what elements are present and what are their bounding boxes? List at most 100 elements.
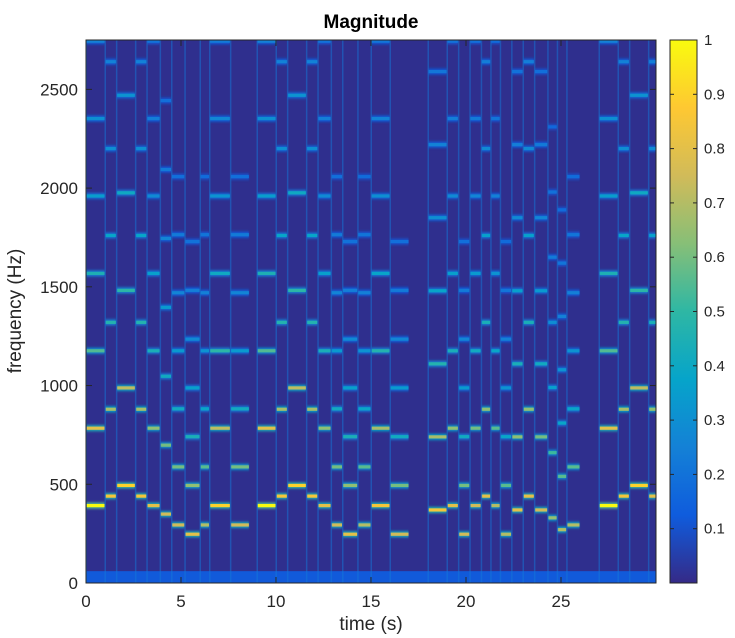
harmonic-band xyxy=(185,483,200,488)
harmonic-band xyxy=(447,503,458,508)
onset-streak xyxy=(134,40,137,583)
harmonic-band xyxy=(512,362,523,366)
harmonic-band xyxy=(147,194,160,198)
harmonic-band xyxy=(523,320,534,324)
harmonic-band xyxy=(257,426,276,430)
onset-streak xyxy=(171,40,173,583)
x-tick-label: 5 xyxy=(176,592,185,611)
harmonic-band xyxy=(512,216,523,220)
harmonic-band xyxy=(470,349,481,353)
harmonic-band xyxy=(172,291,185,295)
onset-streak xyxy=(647,40,650,583)
harmonic-band xyxy=(534,216,548,220)
harmonic-band xyxy=(618,60,629,64)
harmonic-band xyxy=(306,60,318,64)
harmonic-band xyxy=(287,483,306,488)
harmonic-band xyxy=(470,271,481,275)
onset-streak xyxy=(104,40,106,583)
colorbar-tick-label: 0.5 xyxy=(704,304,725,321)
onset-streak xyxy=(511,40,513,583)
harmonic-band xyxy=(629,386,648,390)
y-tick-label: 1000 xyxy=(40,377,78,396)
harmonic-band xyxy=(210,271,230,275)
harmonic-band xyxy=(257,40,276,43)
harmonic-band xyxy=(390,532,409,536)
harmonic-band xyxy=(618,320,629,324)
onset-streak xyxy=(556,40,559,583)
harmonic-band xyxy=(390,386,409,390)
harmonic-band xyxy=(86,349,105,353)
onset-streak xyxy=(159,40,162,583)
harmonic-band xyxy=(86,194,105,198)
harmonic-band xyxy=(567,233,580,237)
harmonic-band xyxy=(287,288,306,292)
harmonic-band xyxy=(481,233,491,238)
harmonic-band xyxy=(318,349,331,353)
harmonic-band xyxy=(172,349,185,353)
harmonic-band xyxy=(210,426,230,430)
harmonic-band xyxy=(306,494,318,498)
harmonic-band xyxy=(523,407,534,411)
harmonic-band xyxy=(86,116,105,121)
harmonic-band xyxy=(135,233,147,238)
harmonic-band xyxy=(470,116,481,121)
harmonic-band xyxy=(618,407,629,411)
x-axis: 0 5 10 15 20 25 xyxy=(81,40,570,611)
harmonic-band xyxy=(629,288,648,292)
harmonic-band xyxy=(318,40,331,43)
harmonic-band xyxy=(428,69,447,74)
onset-streak xyxy=(427,40,429,583)
harmonic-band xyxy=(116,288,135,292)
colorbar-tick-label: 0.2 xyxy=(704,466,725,483)
harmonic-band xyxy=(86,271,105,275)
harmonic-band xyxy=(534,435,548,439)
onset-streak xyxy=(457,40,460,583)
harmonic-band xyxy=(86,503,105,508)
harmonic-band xyxy=(147,116,160,121)
harmonic-band xyxy=(160,374,171,378)
harmonic-band xyxy=(358,407,371,411)
harmonic-band xyxy=(210,40,230,43)
harmonic-band xyxy=(470,40,481,43)
harmonic-band xyxy=(629,483,648,488)
harmonic-band xyxy=(491,194,500,198)
onset-streak xyxy=(115,40,118,583)
onset-streak xyxy=(499,40,502,583)
harmonic-band xyxy=(358,175,371,179)
harmonic-band xyxy=(390,483,409,488)
harmonic-band xyxy=(135,320,147,324)
onset-streak xyxy=(305,40,308,583)
harmonic-band xyxy=(185,386,200,390)
harmonic-band xyxy=(306,320,318,324)
harmonic-band xyxy=(648,60,656,64)
harmonic-band xyxy=(523,147,534,151)
harmonic-band xyxy=(599,349,618,353)
harmonic-band xyxy=(548,190,557,194)
harmonic-band xyxy=(200,291,209,295)
harmonic-band xyxy=(458,240,470,244)
harmonic-band xyxy=(343,337,358,341)
x-tick-label: 25 xyxy=(552,592,571,611)
harmonic-band xyxy=(500,483,512,488)
y-tick-label: 0 xyxy=(69,574,78,593)
colorbar xyxy=(669,39,698,584)
harmonic-band xyxy=(458,386,470,390)
onset-streak xyxy=(617,40,619,583)
harmonic-band xyxy=(230,523,249,527)
harmonic-band xyxy=(567,175,580,179)
harmonic-band xyxy=(447,426,458,430)
harmonic-band xyxy=(257,271,276,275)
harmonic-band xyxy=(371,116,390,121)
harmonic-band xyxy=(512,69,523,74)
harmonic-band xyxy=(306,407,318,411)
harmonic-band xyxy=(567,349,580,353)
harmonic-band xyxy=(534,289,548,293)
harmonic-band xyxy=(648,320,656,324)
harmonic-band xyxy=(491,426,500,430)
chart-title: Magnitude xyxy=(324,12,419,33)
harmonic-band xyxy=(534,362,548,366)
harmonic-band xyxy=(548,125,557,129)
harmonic-band xyxy=(371,40,390,43)
x-tick-label: 15 xyxy=(362,592,381,611)
